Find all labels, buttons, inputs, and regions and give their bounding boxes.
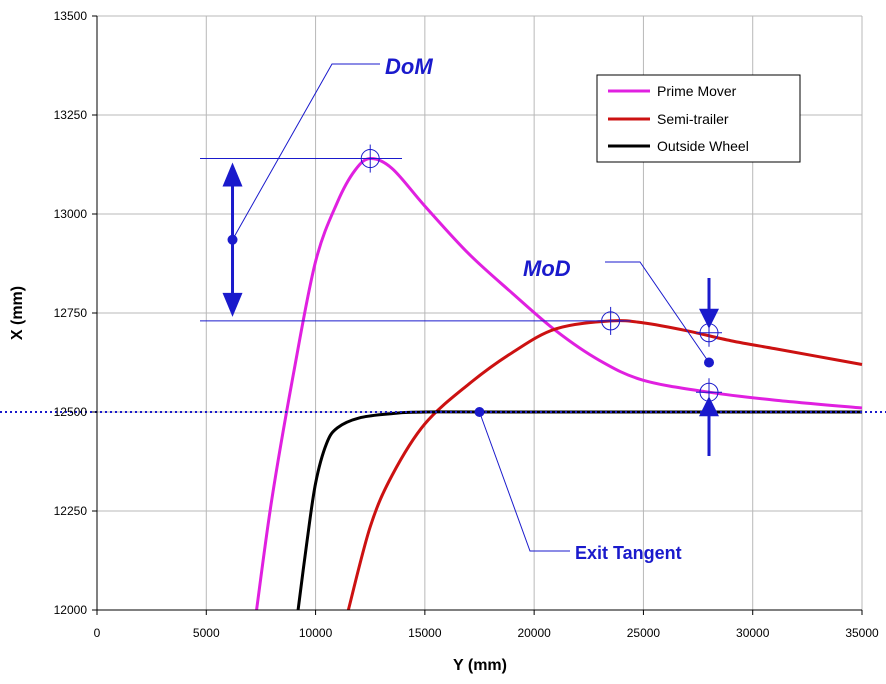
x-tick-label: 30000 [736, 626, 770, 640]
y-tick-label: 13250 [54, 108, 88, 122]
y-tick-label: 13000 [54, 207, 88, 221]
dom-arrow-head-down [222, 292, 243, 317]
annotations [0, 63, 886, 552]
legend-label-outside-wheel: Outside Wheel [657, 138, 749, 154]
mod-arrow-bottom-head [699, 396, 719, 417]
dom-leader-line [232, 63, 380, 240]
dom-arrow-head-up [222, 162, 243, 187]
x-tick-label: 35000 [845, 626, 879, 640]
exit-tangent-leader-line [479, 411, 570, 552]
x-tick-label: 0 [94, 626, 101, 640]
y-tick-label: 12500 [54, 405, 88, 419]
x-tick-label: 25000 [627, 626, 661, 640]
y-axis-label: X (mm) [9, 286, 26, 340]
exit-tangent-label: Exit Tangent [575, 543, 682, 563]
mod-label: MoD [523, 256, 571, 281]
x-tick-label: 10000 [299, 626, 333, 640]
x-tick-label: 15000 [408, 626, 442, 640]
y-tick-label: 12250 [54, 504, 88, 518]
series-lines [255, 157, 863, 611]
prime-mover-peak-marker [357, 144, 384, 173]
legend: Prime Mover Semi-trailer Outside Wheel [596, 74, 801, 163]
y-tick-label: 12750 [54, 306, 88, 320]
dom-label: DoM [385, 54, 433, 79]
x-axis-label: Y (mm) [453, 657, 507, 674]
mod-arrow-top-head [699, 308, 719, 329]
x-tick-label: 20000 [517, 626, 551, 640]
series-line-semi-trailer [346, 319, 863, 611]
legend-label-prime-mover: Prime Mover [657, 83, 737, 99]
tick-labels: 0 5000 10000 15000 20000 25000 30000 35000 12000… [54, 9, 879, 640]
semi-trailer-peak-marker [597, 306, 624, 335]
y-tick-label: 12000 [54, 603, 88, 617]
y-tick-label: 13500 [54, 9, 88, 23]
series-line-outside-wheel [296, 410, 862, 611]
series-line-prime-mover [255, 157, 863, 611]
mod-leader-line [605, 261, 710, 363]
legend-label-semi-trailer: Semi-trailer [657, 111, 729, 127]
axes [92, 15, 863, 615]
x-tick-label: 5000 [193, 626, 220, 640]
